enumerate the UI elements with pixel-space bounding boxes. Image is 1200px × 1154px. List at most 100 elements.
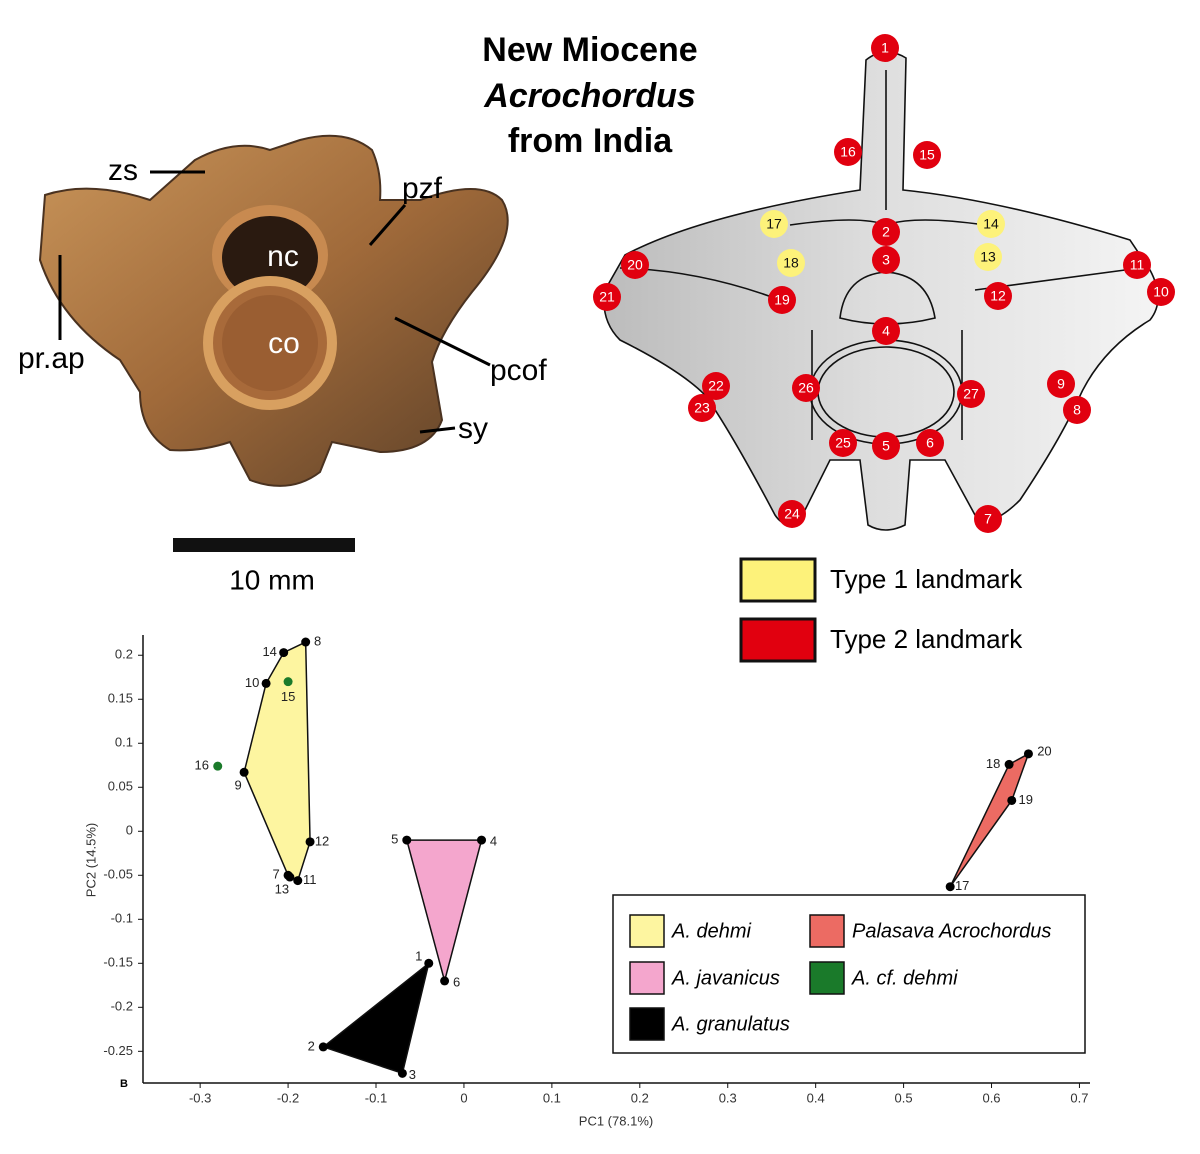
landmark-number: 9 [1057, 376, 1065, 392]
point-label: 12 [315, 833, 329, 848]
point-label: 17 [955, 878, 969, 893]
landmark-number: 1 [881, 40, 889, 56]
point [945, 882, 955, 892]
point [397, 1068, 407, 1078]
point-label: 7 [272, 867, 279, 882]
landmark-number: 20 [627, 257, 643, 273]
point-label: 11 [303, 872, 317, 887]
y-tick-label: -0.2 [111, 999, 133, 1014]
title-line: Acrochordus [483, 77, 696, 115]
point-label: 5 [391, 832, 398, 847]
landmark-number: 24 [784, 506, 800, 522]
landmark-number: 27 [963, 386, 979, 402]
group-hull [405, 839, 483, 984]
point-label: 19 [1019, 792, 1033, 807]
x-tick-label: 0.5 [895, 1090, 913, 1105]
point-label: 6 [453, 974, 460, 989]
photo-label: pzf [402, 172, 443, 205]
y-tick-label: -0.1 [111, 911, 133, 926]
legend-swatch [629, 914, 665, 948]
photo-label: nc [267, 240, 299, 273]
x-tick-label: -0.2 [277, 1090, 299, 1105]
x-tick-label: 0.3 [719, 1090, 737, 1105]
x-tick-label: -0.3 [189, 1090, 211, 1105]
point-label: 16 [195, 758, 209, 773]
point [285, 872, 295, 882]
landmark [1063, 396, 1091, 424]
x-tick-label: 0.1 [543, 1090, 561, 1105]
legend-label: A. javanicus [671, 967, 780, 989]
landmark [1123, 251, 1151, 279]
point-label: 20 [1037, 743, 1051, 758]
photo-label: pr.ap [18, 342, 85, 375]
landmark [984, 282, 1012, 310]
landmark [872, 317, 900, 345]
point [213, 761, 223, 771]
point [305, 837, 315, 847]
landmark-number: 16 [840, 144, 856, 160]
point [424, 958, 434, 968]
landmark-number: 6 [926, 435, 934, 451]
point [402, 835, 412, 845]
point-label: 1 [415, 949, 422, 964]
y-tick-label: -0.05 [103, 867, 133, 882]
y-axis-label: PC2 (14.5%) [83, 823, 98, 897]
landmark [768, 286, 796, 314]
landmark [778, 500, 806, 528]
x-tick-label: -0.1 [365, 1090, 387, 1105]
photo-label: zs [108, 154, 138, 187]
landmark-number: 3 [882, 252, 890, 268]
legend-label: Palasava Acrochordus [852, 920, 1051, 942]
landmark-number: 23 [694, 400, 710, 416]
point [301, 637, 311, 647]
landmark-number: 15 [919, 147, 935, 163]
group-hull [321, 961, 431, 1075]
group-hull [949, 752, 1030, 888]
legend-swatch [809, 961, 845, 995]
point [318, 1042, 328, 1052]
legend-label: A. granulatus [671, 1013, 790, 1035]
y-tick-label: 0 [126, 823, 133, 838]
y-tick-label: -0.15 [103, 955, 133, 970]
landmark [621, 251, 649, 279]
point [1007, 795, 1017, 805]
point-label: 10 [245, 675, 259, 690]
landmark-number: 14 [983, 216, 999, 232]
photo-label: co [268, 327, 300, 360]
landmark [829, 429, 857, 457]
landmark [593, 283, 621, 311]
legend-label: A. cf. dehmi [851, 967, 958, 989]
point-label: 2 [308, 1038, 315, 1053]
point-label: 3 [409, 1067, 416, 1082]
landmark-number: 2 [882, 224, 890, 240]
landmark [872, 246, 900, 274]
legend-swatch [629, 961, 665, 995]
landmark [974, 505, 1002, 533]
x-axis-label: PC1 (78.1%) [579, 1113, 653, 1128]
photo-label: sy [458, 412, 488, 445]
x-tick-label: 0 [460, 1090, 467, 1105]
point-label: 8 [314, 633, 321, 648]
title-line: from India [508, 122, 673, 160]
landmark-number: 18 [783, 255, 799, 271]
landmark [777, 249, 805, 277]
point [283, 677, 293, 687]
landmark-number: 21 [599, 289, 615, 305]
landmark-number: 13 [980, 249, 996, 265]
legend-label: A. dehmi [671, 920, 751, 942]
landmark-number: 19 [774, 292, 790, 308]
landmark [957, 380, 985, 408]
landmark-number: 25 [835, 435, 851, 451]
legend-swatch [629, 1007, 665, 1041]
photo-label: pcof [490, 354, 547, 387]
landmark [760, 210, 788, 238]
point-label: 4 [490, 834, 497, 849]
landmark-number: 5 [882, 438, 890, 454]
landmark [913, 141, 941, 169]
point [1023, 749, 1033, 759]
legend-box [612, 894, 1086, 1054]
landmark [702, 372, 730, 400]
landmark [834, 138, 862, 166]
panel-letter: B [120, 1078, 128, 1090]
